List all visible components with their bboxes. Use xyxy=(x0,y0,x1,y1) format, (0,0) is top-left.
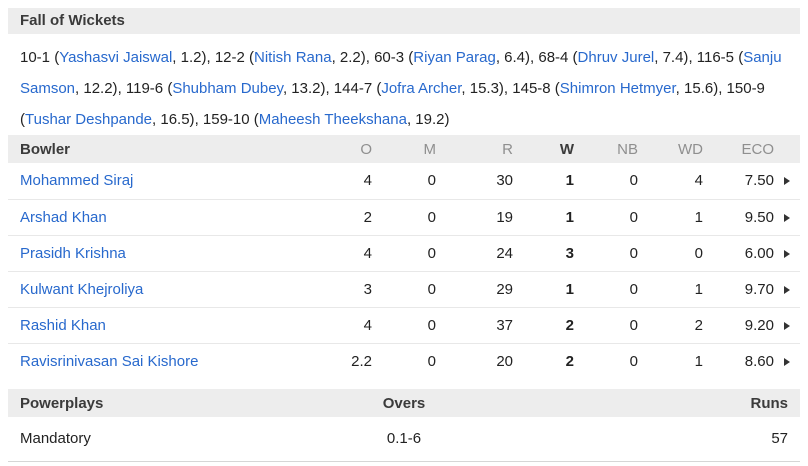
bowler-row: Ravisrinivasan Sai Kishore 2.2 0 20 2 0 1 8.60 xyxy=(8,343,800,379)
col-header-noballs: NB xyxy=(617,140,638,158)
bowler-stat-eco: 9.20 xyxy=(703,307,774,344)
bowler-stat-o: 4 xyxy=(308,235,372,272)
row-expand-arrow-icon[interactable] xyxy=(784,213,790,222)
powerplays-header-row: Powerplays Overs Runs xyxy=(8,389,800,417)
bowler-stat-r: 30 xyxy=(436,163,513,200)
bowler-stat-o: 2 xyxy=(308,199,372,236)
bowler-stat-nb: 0 xyxy=(629,352,638,370)
bowler-stat-nb: 0 xyxy=(574,235,638,272)
powerplays-header: Powerplays xyxy=(20,394,104,412)
bowler-stat-o: 3 xyxy=(308,271,372,308)
bowler-name-link[interactable]: Kulwant Khejroliya xyxy=(20,280,144,298)
col-header-wides: WD xyxy=(678,140,703,158)
fow-player-link[interactable]: Maheesh Theekshana xyxy=(258,111,407,128)
bowler-stat-w: 1 xyxy=(513,163,574,200)
fow-player-link[interactable]: Shimron Hetmyer xyxy=(559,80,676,97)
bowler-name-link[interactable]: Prasidh Krishna xyxy=(20,244,126,262)
row-expand-arrow-icon[interactable] xyxy=(784,177,790,186)
bowler-stat-nb: 0 xyxy=(574,307,638,344)
bowler-stat-o: 4 xyxy=(308,307,372,344)
bowler-stat-eco: 7.50 xyxy=(703,163,774,200)
col-header-bowler: Bowler xyxy=(20,140,71,158)
bowler-stat-m: 0 xyxy=(427,352,436,370)
powerplays-runs-header: Runs xyxy=(750,394,789,412)
col-header-runs: R xyxy=(502,140,513,158)
fow-player-link[interactable]: Jofra Archer xyxy=(381,80,462,97)
row-expand-arrow-icon[interactable] xyxy=(784,285,790,294)
bowler-stat-nb: 0 xyxy=(574,271,638,308)
col-header-maidens: M xyxy=(423,140,437,158)
bowler-stat-w: 3 xyxy=(513,235,574,272)
fow-player-link[interactable]: Sanju Samson xyxy=(20,49,782,97)
row-expand-arrow-icon[interactable] xyxy=(784,357,790,366)
bowler-stat-eco: 9.70 xyxy=(703,271,774,308)
bowler-stat-m: 0 xyxy=(372,307,436,344)
fow-player-link[interactable]: Nitish Rana xyxy=(254,49,332,66)
bowler-stat-nb: 0 xyxy=(574,163,638,200)
bowler-name-link[interactable]: Mohammed Siraj xyxy=(20,172,134,190)
col-header-economy: ECO xyxy=(741,140,774,158)
bowler-stat-m: 0 xyxy=(372,163,436,200)
bowler-stat-m: 0 xyxy=(372,235,436,272)
bowler-stat-r: 20 xyxy=(496,352,513,370)
col-header-overs: O xyxy=(360,140,372,158)
bowler-stat-eco: 8.60 xyxy=(744,352,774,370)
bowler-stat-o: 2.2 xyxy=(351,352,372,370)
fall-of-wickets-section: Fall of Wickets 10-1 (Yashasvi Jaiswal, … xyxy=(8,8,800,135)
col-header-expand xyxy=(774,135,800,163)
fow-player-link[interactable]: Shubham Dubey xyxy=(172,80,283,97)
bowler-stat-r: 19 xyxy=(436,199,513,236)
bowler-row: Mohammed Siraj 4 0 30 1 0 4 7.50 xyxy=(8,163,800,200)
bowler-table: Bowler O M R W NB WD ECO Mohammed Siraj 4… xyxy=(8,135,800,379)
bowler-stat-r: 37 xyxy=(436,307,513,344)
bowler-name-link[interactable]: Ravisrinivasan Sai Kishore xyxy=(20,352,199,370)
powerplay-runs: 57 xyxy=(771,430,788,448)
bowler-stat-m: 0 xyxy=(372,199,436,236)
bowler-stat-eco: 9.50 xyxy=(703,199,774,236)
bowler-row: Rashid Khan 4 0 37 2 0 2 9.20 xyxy=(8,307,800,344)
bowler-stat-m: 0 xyxy=(372,271,436,308)
powerplays-overs-header: Overs xyxy=(382,394,426,412)
row-expand-arrow-icon[interactable] xyxy=(784,321,790,330)
bowler-name-link[interactable]: Rashid Khan xyxy=(20,316,106,334)
bowler-stat-wd: 1 xyxy=(638,271,703,308)
bowler-stat-nb: 0 xyxy=(574,199,638,236)
powerplays-table: Powerplays Overs Runs Mandatory 0.1-6 57 xyxy=(8,389,800,462)
powerplay-overs: 0.1-6 xyxy=(386,430,422,448)
fow-player-link[interactable]: Dhruv Jurel xyxy=(577,49,655,66)
powerplay-name: Mandatory xyxy=(20,430,91,448)
bowler-row: Arshad Khan 2 0 19 1 0 1 9.50 xyxy=(8,199,800,236)
powerplay-row: Mandatory 0.1-6 57 xyxy=(8,417,800,461)
bowler-stat-wd: 1 xyxy=(694,352,703,370)
bowler-stat-w: 1 xyxy=(513,271,574,308)
bowler-table-header-row: Bowler O M R W NB WD ECO xyxy=(8,135,800,163)
bowler-stat-wd: 0 xyxy=(638,235,703,272)
bowler-stat-wd: 1 xyxy=(638,199,703,236)
fall-of-wickets-text: 10-1 (Yashasvi Jaiswal, 1.2), 12-2 (Niti… xyxy=(20,49,782,128)
bowler-stat-o: 4 xyxy=(308,163,372,200)
bowler-stat-w: 1 xyxy=(513,199,574,236)
bowler-stat-wd: 2 xyxy=(638,307,703,344)
row-expand-arrow-icon[interactable] xyxy=(784,249,790,258)
fow-player-link[interactable]: Riyan Parag xyxy=(413,49,496,66)
fow-player-link[interactable]: Tushar Deshpande xyxy=(25,111,153,128)
bowler-stat-eco: 6.00 xyxy=(703,235,774,272)
bowler-row: Prasidh Krishna 4 0 24 3 0 0 6.00 xyxy=(8,235,800,272)
bowler-stat-r: 29 xyxy=(436,271,513,308)
bowler-stat-wd: 4 xyxy=(638,163,703,200)
fall-of-wickets-header: Fall of Wickets xyxy=(8,8,800,34)
bowler-stat-w: 2 xyxy=(565,352,574,370)
col-header-wickets: W xyxy=(559,140,574,158)
bowler-stat-r: 24 xyxy=(436,235,513,272)
bowler-row: Kulwant Khejroliya 3 0 29 1 0 1 9.70 xyxy=(8,271,800,308)
fow-player-link[interactable]: Yashasvi Jaiswal xyxy=(59,49,173,66)
bowler-stat-w: 2 xyxy=(513,307,574,344)
bowler-name-link[interactable]: Arshad Khan xyxy=(20,208,107,226)
